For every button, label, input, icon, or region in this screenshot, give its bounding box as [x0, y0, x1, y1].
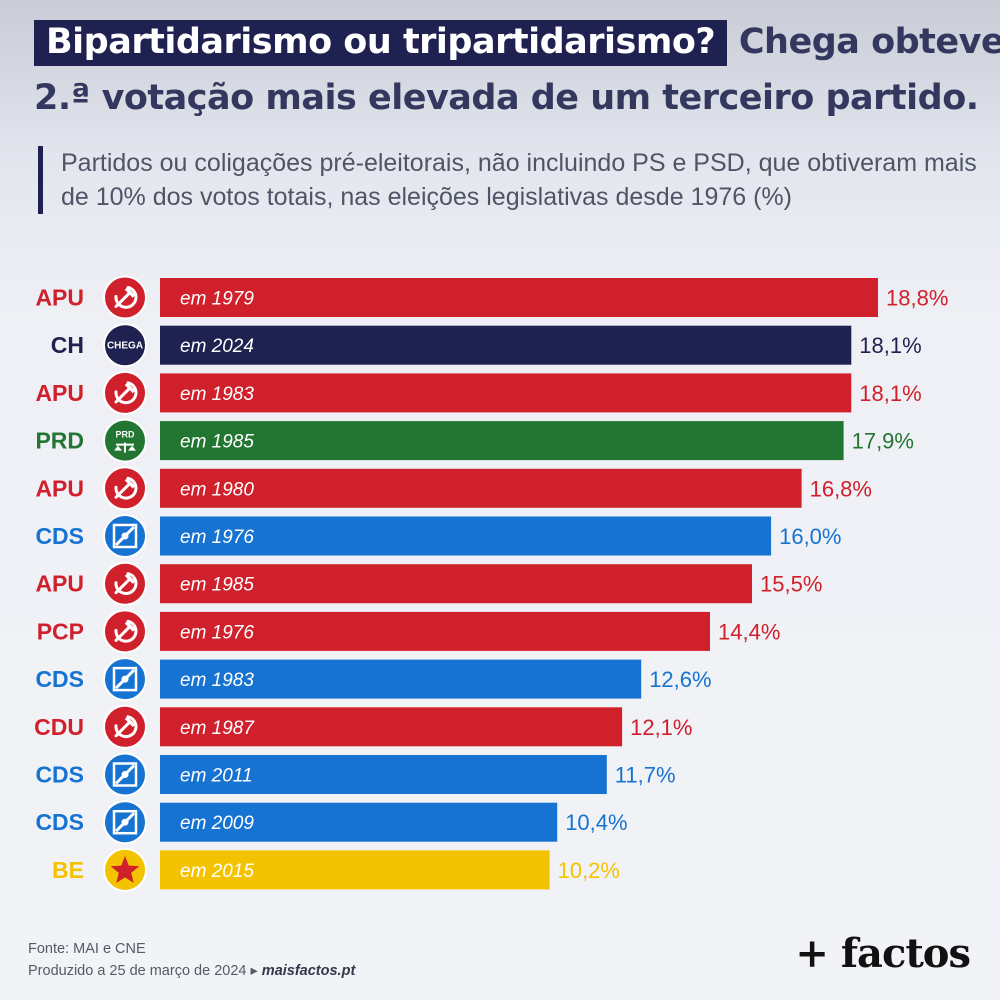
party-label: APU	[35, 571, 84, 597]
chart-subtitle: Partidos ou coligações pré-eleitorais, n…	[38, 146, 991, 214]
party-label: PCP	[37, 618, 84, 644]
party-label: CDS	[35, 809, 84, 835]
bar-year-label: em 2009	[180, 813, 254, 834]
party-label: CDS	[35, 523, 84, 549]
value-label: 18,1%	[859, 381, 921, 406]
bar	[160, 421, 844, 461]
bar-year-label: em 2011	[180, 766, 253, 787]
bar	[160, 468, 802, 508]
bar	[160, 516, 772, 556]
star-icon	[103, 847, 147, 892]
bar	[160, 707, 623, 747]
value-label: 14,4%	[718, 619, 780, 644]
value-label: 10,4%	[565, 810, 627, 835]
hammer-sickle-icon	[103, 561, 147, 606]
svg-text:PRD: PRD	[115, 430, 135, 440]
chart-title: Bipartidarismo ou tripartidarismo? Chega…	[34, 14, 1000, 126]
bar-row: CDU em 1987 12,1%	[34, 704, 692, 749]
value-label: 17,9%	[852, 429, 914, 454]
party-label: CH	[51, 332, 84, 358]
produced-text: Produzido a 25 de março de 2024 ▸	[28, 963, 258, 979]
bar-row: CDS em 1983 12,6%	[35, 657, 712, 702]
party-label: CDU	[34, 714, 84, 740]
bar-year-label: em 2015	[180, 861, 254, 882]
chega-logo-icon: CHEGA	[103, 323, 147, 368]
bar-row: PCP em 1976 14,4%	[37, 609, 780, 654]
value-label: 12,6%	[649, 667, 711, 692]
source-text: Fonte: MAI e CNE	[28, 941, 146, 957]
bar-year-label: em 1983	[180, 670, 254, 691]
bar-row: CDS em 2009 10,4%	[35, 800, 628, 845]
hammer-sickle-icon	[103, 704, 147, 749]
bar-year-label: em 1979	[180, 289, 254, 310]
factos-logo: + factos	[795, 930, 971, 977]
value-label: 18,8%	[886, 286, 948, 311]
bar-year-label: em 2024	[180, 336, 254, 357]
bar-year-label: em 1985	[180, 432, 254, 453]
title-highlight: Bipartidarismo ou tripartidarismo?	[34, 20, 728, 66]
bar	[160, 564, 752, 604]
party-label: CDS	[35, 762, 84, 788]
value-label: 12,1%	[630, 715, 692, 740]
source-block: Fonte: MAI e CNE Produzido a 25 de março…	[28, 938, 355, 982]
value-label: 16,0%	[779, 524, 841, 549]
bar-row: CH CHEGA em 2024 18,1%	[51, 323, 922, 368]
bar	[160, 278, 878, 317]
bar	[160, 802, 558, 842]
party-label: APU	[35, 380, 84, 406]
party-label: APU	[35, 285, 84, 311]
value-label: 15,5%	[760, 572, 822, 597]
cds-logo-icon	[103, 657, 147, 702]
value-label: 11,7%	[615, 763, 676, 788]
value-label: 18,1%	[859, 333, 921, 358]
party-label: PRD	[35, 428, 84, 454]
title-rest-2: 2.ª votação mais elevada de um terceiro …	[34, 78, 979, 118]
prd-logo-icon: PRD	[103, 418, 147, 463]
bar-row: APU em 1983 18,1%	[35, 370, 922, 415]
bar-row: PRD PRD em 1985 17,9%	[35, 418, 914, 463]
cds-logo-icon	[103, 800, 147, 845]
cds-logo-icon	[103, 514, 147, 558]
hammer-sickle-icon	[103, 609, 147, 654]
bar	[160, 755, 607, 794]
bar	[160, 850, 550, 890]
bar-year-label: em 1987	[180, 718, 255, 739]
hammer-sickle-icon	[103, 275, 147, 320]
hammer-sickle-icon	[103, 370, 147, 415]
title-rest-1: Chega obteve	[738, 22, 1000, 62]
hammer-sickle-icon	[103, 466, 147, 511]
svg-text:CHEGA: CHEGA	[107, 341, 143, 352]
bar-row: CDS em 1976 16,0%	[35, 514, 841, 558]
bar-row: BE em 2015 10,2%	[52, 847, 620, 892]
bar	[160, 325, 852, 365]
bar	[160, 373, 852, 413]
party-label: CDS	[35, 666, 84, 692]
bar-year-label: em 1985	[180, 575, 254, 596]
bar-year-label: em 1976	[180, 527, 254, 548]
bar-year-label: em 1980	[180, 479, 254, 500]
party-label: APU	[35, 475, 84, 501]
bar	[160, 611, 710, 651]
bar-row: APU em 1979 18,8%	[35, 275, 948, 320]
value-label: 16,8%	[810, 476, 872, 501]
party-label: BE	[52, 857, 84, 883]
bar	[160, 659, 642, 699]
bar-row: CDS em 2011 11,7%	[35, 752, 676, 797]
source-url: maisfactos.pt	[261, 963, 356, 979]
value-label: 10,2%	[558, 858, 620, 883]
bar-year-label: em 1983	[180, 384, 254, 405]
bar-row: APU em 1980 16,8%	[35, 466, 872, 511]
bar-row: APU em 1985 15,5%	[35, 561, 822, 606]
cds-logo-icon	[103, 752, 147, 797]
bar-year-label: em 1976	[180, 622, 254, 643]
